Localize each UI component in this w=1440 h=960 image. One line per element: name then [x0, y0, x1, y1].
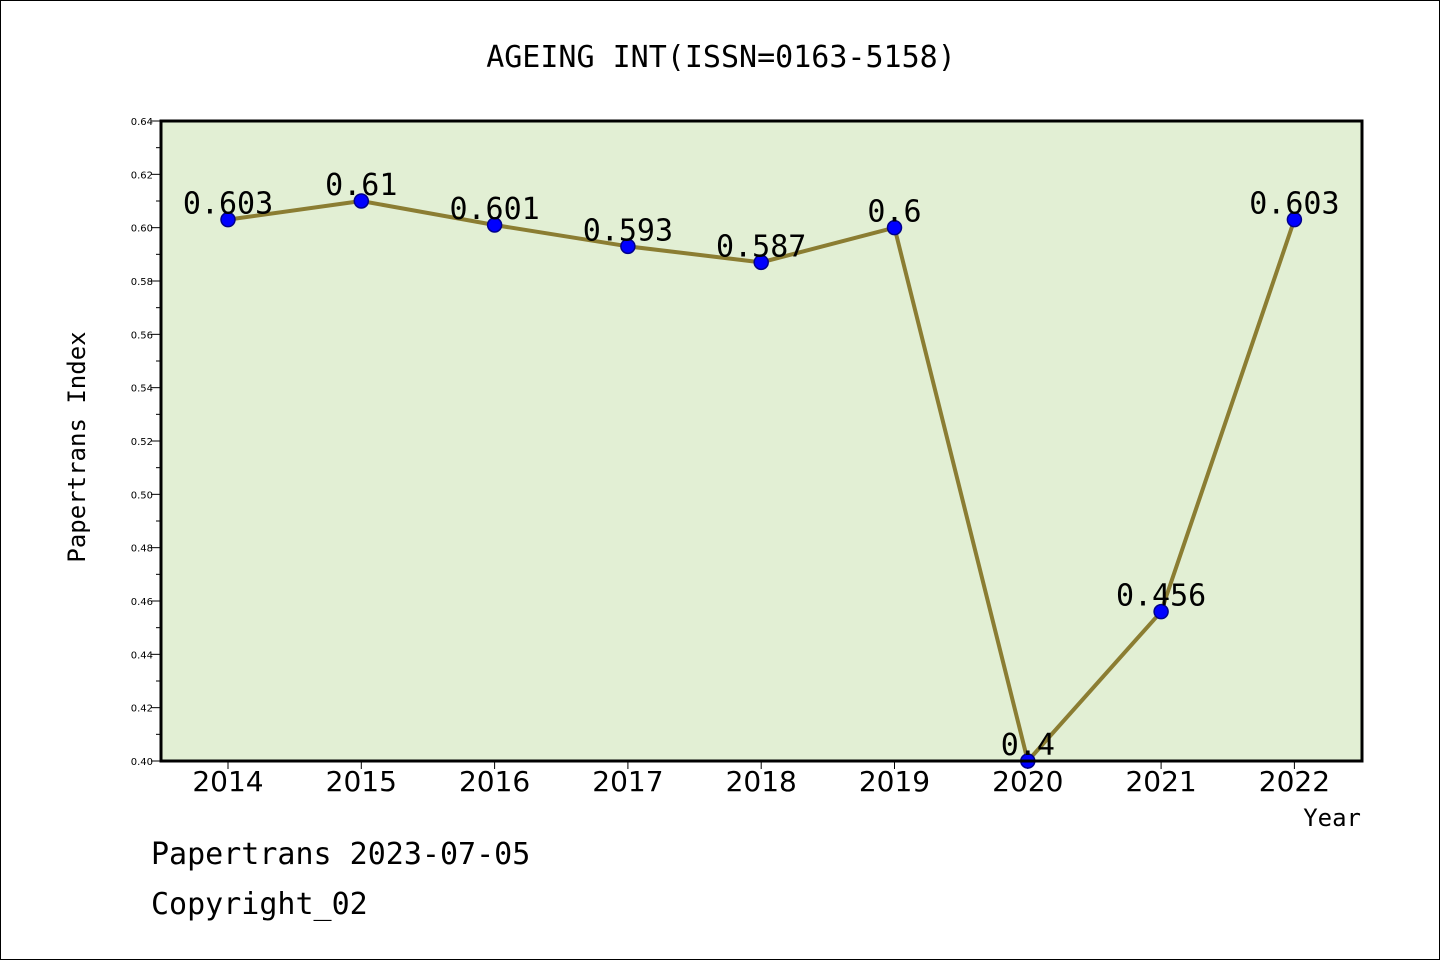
- y-tick-label: 0.40: [131, 757, 153, 768]
- x-tick-label: 2017: [592, 765, 663, 798]
- data-label: 0.61: [325, 168, 397, 203]
- chart-title: AGEING INT(ISSN=0163-5158): [486, 40, 956, 75]
- y-tick-label: 0.52: [131, 437, 153, 448]
- data-point: [1286, 211, 1303, 228]
- x-tick-label: 2018: [726, 765, 797, 798]
- data-point: [620, 238, 636, 255]
- data-point: [1153, 603, 1169, 620]
- data-label: 0.456: [1116, 579, 1206, 614]
- y-axis-title: Papertrans Index: [63, 331, 91, 562]
- data-point: [220, 211, 236, 228]
- x-axis-title: Year: [1303, 804, 1361, 832]
- y-tick-label: 0.62: [131, 170, 153, 181]
- y-tick-label: 0.60: [131, 224, 153, 235]
- y-tick-label: 0.64: [131, 117, 153, 128]
- marker-layer: [220, 193, 1303, 769]
- x-tick-label: 2020: [992, 765, 1063, 798]
- y-tick-label: 0.46: [131, 597, 153, 608]
- data-label: 0.587: [716, 229, 806, 264]
- y-tick-label: 0.54: [131, 384, 153, 395]
- x-tick-label: 2015: [326, 765, 397, 798]
- data-label: 0.603: [1249, 187, 1339, 222]
- data-point: [753, 254, 769, 271]
- label-layer: 0.603 0.61 0.601 0.593 0.587 0.6 0.4 0.456 0.603: [183, 168, 1340, 763]
- data-label: 0.601: [449, 192, 539, 227]
- plot-area: [161, 121, 1362, 761]
- y-tick-label: 0.56: [131, 330, 153, 341]
- y-tick-label: 0.44: [131, 650, 153, 661]
- y-tick-label: 0.42: [131, 704, 153, 715]
- x-tick-label: 2016: [459, 765, 530, 798]
- plot-frame: [159, 119, 1364, 763]
- footer-date: Papertrans 2023-07-05: [151, 837, 531, 872]
- x-tick-label: 2021: [1125, 765, 1196, 798]
- data-label: 0.593: [583, 213, 673, 248]
- x-tick-label: 2014: [192, 765, 263, 798]
- ticks-layer: 0.40 0.42 0.44 0.46 0.48 0.50 0.52 0.54 0.56 0.58…: [131, 117, 1330, 798]
- data-point: [486, 217, 503, 233]
- x-tick-label: 2019: [859, 765, 930, 798]
- data-label: 0.603: [183, 187, 273, 222]
- footer-copyright: Copyright_02: [151, 887, 368, 922]
- data-label: 0.4: [1001, 728, 1055, 763]
- y-tick-label: 0.58: [131, 277, 153, 288]
- data-point: [353, 193, 370, 209]
- data-label: 0.6: [867, 195, 921, 230]
- x-tick-label: 2022: [1259, 765, 1330, 798]
- y-tick-label: 0.50: [131, 490, 153, 501]
- data-point: [886, 219, 903, 236]
- y-tick-label: 0.48: [131, 544, 153, 555]
